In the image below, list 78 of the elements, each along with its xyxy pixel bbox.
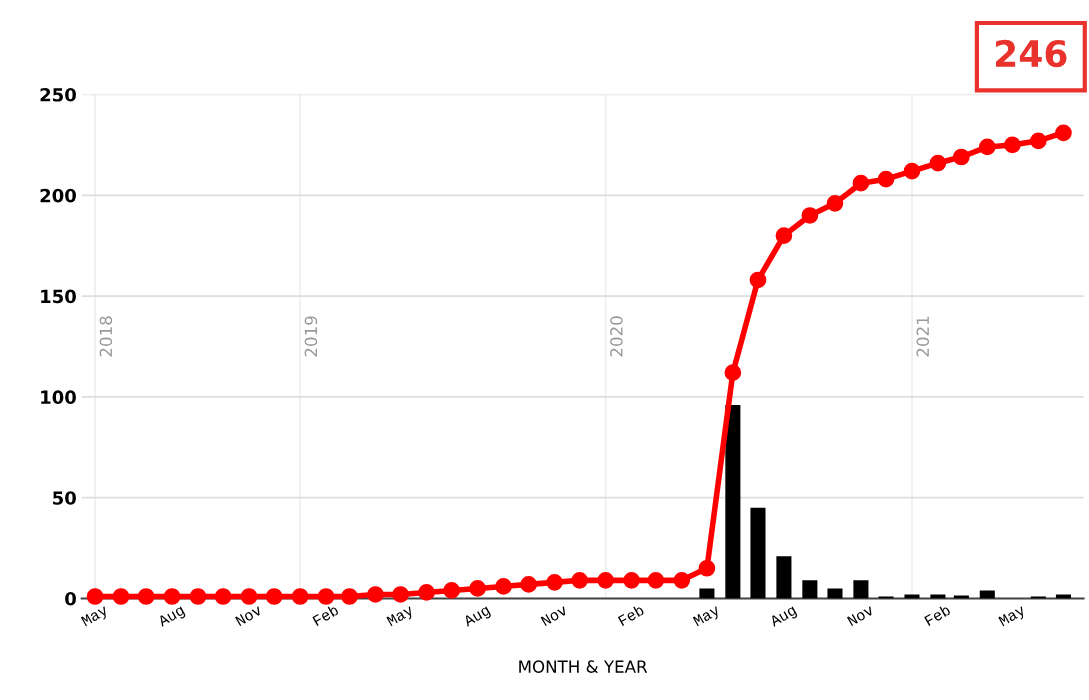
bar bbox=[827, 588, 843, 599]
x-tick-label: May bbox=[998, 604, 1028, 629]
point bbox=[291, 588, 309, 605]
bar bbox=[930, 594, 946, 599]
point bbox=[469, 580, 486, 597]
bar bbox=[802, 580, 818, 599]
point bbox=[647, 572, 665, 589]
point bbox=[724, 364, 742, 382]
point bbox=[163, 588, 181, 605]
x-tick-label: Feb bbox=[923, 603, 951, 627]
point bbox=[341, 588, 358, 605]
x-axis-title: MONTH & YEAR bbox=[519, 660, 648, 673]
point bbox=[367, 586, 384, 603]
point bbox=[520, 576, 537, 593]
point bbox=[953, 148, 970, 166]
point bbox=[698, 559, 716, 577]
x-tick-label: May bbox=[692, 604, 722, 629]
x-tick-label: Feb bbox=[617, 603, 645, 627]
point bbox=[826, 195, 844, 212]
point bbox=[1055, 124, 1072, 142]
point bbox=[214, 588, 232, 605]
ref-line-label: 2021 bbox=[916, 316, 930, 357]
bar bbox=[878, 596, 894, 599]
point bbox=[1004, 136, 1021, 154]
point bbox=[495, 578, 512, 595]
point bbox=[978, 138, 996, 156]
point bbox=[392, 586, 409, 603]
x-tick-label: Aug bbox=[462, 604, 492, 630]
bar bbox=[904, 594, 920, 599]
ref-line-label: 2019 bbox=[304, 316, 318, 357]
point bbox=[877, 170, 895, 188]
x-tick-label: Aug bbox=[157, 604, 187, 630]
point bbox=[240, 588, 258, 605]
bar bbox=[953, 595, 969, 599]
y-tick-label: 200 bbox=[40, 188, 76, 203]
point bbox=[903, 162, 921, 180]
point bbox=[852, 174, 870, 192]
point bbox=[623, 572, 640, 589]
y-tick-label: 150 bbox=[41, 289, 76, 304]
point bbox=[112, 588, 130, 605]
x-tick-label: May bbox=[80, 604, 111, 629]
point bbox=[597, 572, 614, 589]
point bbox=[86, 588, 104, 605]
y-tick-label: 250 bbox=[40, 87, 76, 102]
bar bbox=[1055, 594, 1071, 599]
point bbox=[571, 572, 589, 589]
point bbox=[546, 574, 563, 591]
x-tick-label: Aug bbox=[768, 604, 799, 630]
point bbox=[801, 207, 819, 224]
point bbox=[418, 584, 435, 601]
point bbox=[929, 154, 947, 172]
bar bbox=[725, 404, 741, 599]
point bbox=[443, 582, 460, 599]
y-tick-label: 100 bbox=[41, 390, 76, 405]
point bbox=[749, 271, 767, 289]
ref-line-label: 2020 bbox=[610, 316, 623, 357]
x-tick-label: Feb bbox=[311, 603, 340, 627]
bar bbox=[750, 507, 766, 599]
y-tick-label: 0 bbox=[65, 591, 76, 606]
point bbox=[137, 588, 155, 605]
x-tick-label: Nov bbox=[235, 604, 263, 627]
bar bbox=[979, 590, 995, 599]
point bbox=[1030, 132, 1047, 150]
bar bbox=[699, 588, 715, 599]
point bbox=[189, 588, 207, 605]
text: 246 bbox=[996, 39, 1067, 68]
point bbox=[265, 588, 283, 605]
bar bbox=[853, 580, 869, 599]
x-tick-label: Nov bbox=[846, 604, 875, 627]
bar bbox=[1030, 596, 1046, 599]
x-tick-label: Nov bbox=[540, 604, 569, 627]
ref-line-label: 2018 bbox=[99, 316, 113, 357]
point bbox=[317, 588, 335, 605]
point bbox=[775, 227, 793, 244]
y-tick-label: 50 bbox=[53, 491, 76, 505]
point bbox=[673, 572, 691, 589]
bar bbox=[776, 556, 792, 599]
x-tick-label: May bbox=[386, 604, 416, 629]
